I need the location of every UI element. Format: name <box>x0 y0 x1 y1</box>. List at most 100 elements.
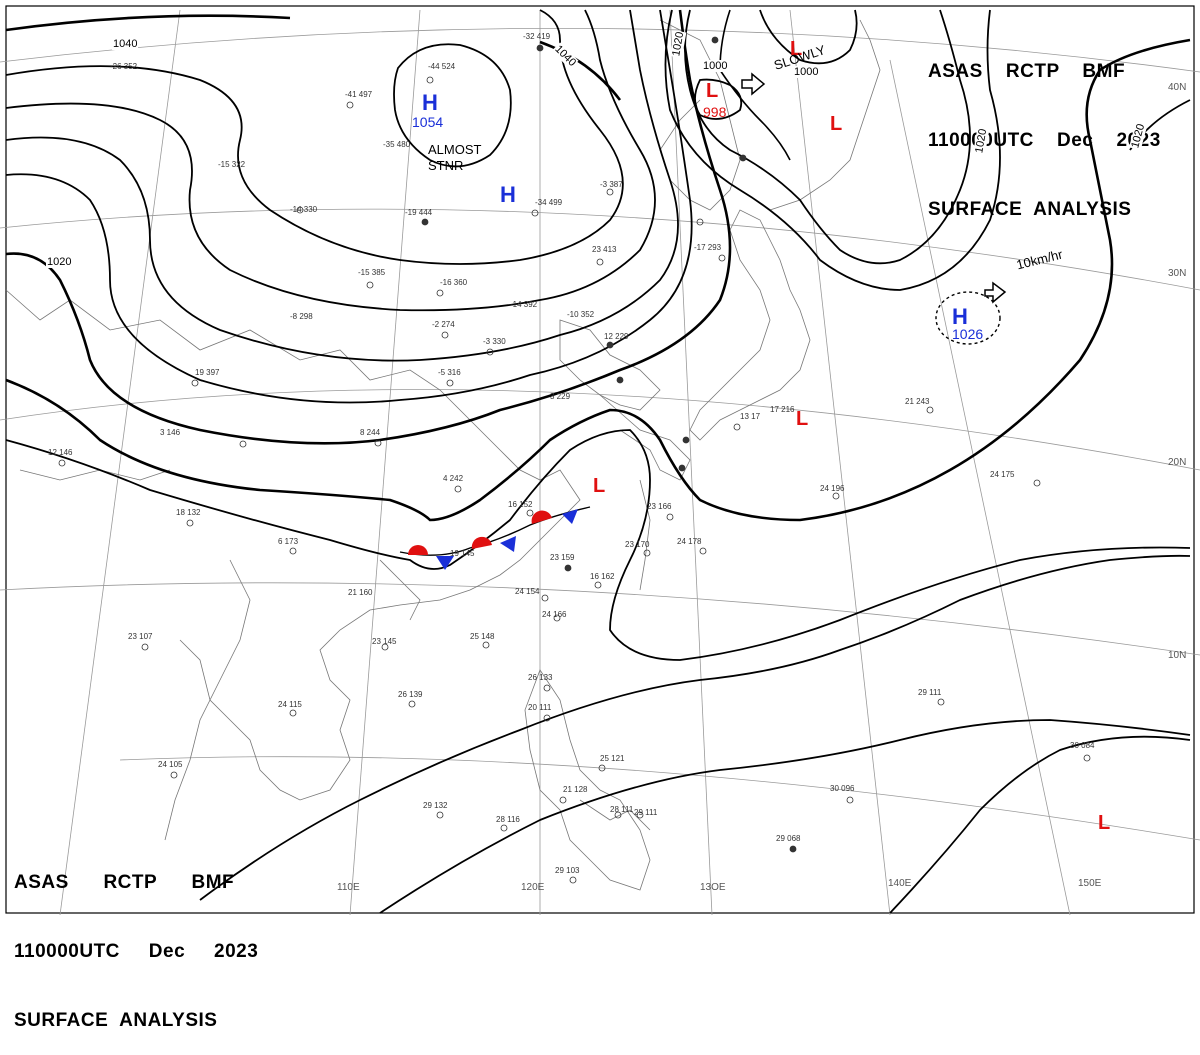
station-obs: 4 242 <box>443 474 464 483</box>
station-obs: -35 480 <box>383 140 411 149</box>
station-obs: -17 293 <box>694 243 722 252</box>
cold-front-triangle <box>500 536 516 552</box>
high-1054-value: 1054 <box>412 114 444 130</box>
motion-arrow-10kmhr <box>984 281 1007 304</box>
lat-label-10n: 10N <box>1168 650 1187 661</box>
station-obs: 29 132 <box>423 801 448 810</box>
almost-label: ALMOST <box>428 142 482 157</box>
cold-front-triangle <box>436 556 454 570</box>
footer-line-1: ASAS RCTP BMF <box>14 872 235 893</box>
station-obs: 21 128 <box>563 785 588 794</box>
station-obs: 18 132 <box>176 508 201 517</box>
lon-label-110e: 110E <box>337 882 360 893</box>
station-obs: -14 330 <box>290 205 318 214</box>
low-998-marker: L <box>706 80 719 102</box>
stnr-label: STNR <box>428 158 464 173</box>
isobars <box>5 9 1191 914</box>
station-obs: 24 154 <box>515 587 540 596</box>
station-obs: -15 322 <box>218 160 246 169</box>
station-obs: -41 497 <box>345 90 373 99</box>
station-obs: 30 084 <box>1070 741 1095 750</box>
station-obs: 30 096 <box>830 784 855 793</box>
station-obs: -2 274 <box>432 320 455 329</box>
high-mongolia-secondary-marker: H <box>500 182 516 207</box>
high-1026-marker: H <box>952 304 968 329</box>
low-sea-of-japan-marker: L <box>790 38 803 60</box>
station-obs: 12 229 <box>604 332 629 341</box>
motion-arrows <box>741 72 1007 304</box>
station-obs: -32 419 <box>523 32 551 41</box>
station-obs: 23 159 <box>550 553 575 562</box>
high-1054-marker: H <box>422 90 438 115</box>
map-border <box>5 5 1195 914</box>
station-obs: 25 121 <box>600 754 625 763</box>
station-obs: -3 387 <box>600 180 623 189</box>
station-obs: 24 178 <box>677 537 702 546</box>
low-998-value: 998 <box>703 104 727 120</box>
header-top-right: ASAS RCTP BMF 110000UTC Dec 2023 SURFACE… <box>928 14 1161 244</box>
lat-label-20n: 20N <box>1168 457 1187 468</box>
station-obs: 23 170 <box>625 540 650 549</box>
coastlines <box>5 19 881 891</box>
warm-front-bump <box>471 536 492 549</box>
isobar-label-1020-west: 1020 <box>46 256 73 268</box>
lon-label-120e: 120E <box>521 882 545 893</box>
header-line-2: 110000UTC Dec 2023 <box>928 130 1161 151</box>
isobar-label-1000-west: 1000 <box>702 60 729 72</box>
low-japan-south-marker: L <box>796 408 809 430</box>
station-symbols <box>58 36 1091 884</box>
lat-label-30n: 30N <box>1168 268 1187 279</box>
station-obs: -10 352 <box>567 310 595 319</box>
station-obs: 29 068 <box>776 834 801 843</box>
station-obs: 23 145 <box>372 637 397 646</box>
footer-line-3: SURFACE ANALYSIS <box>14 1010 218 1031</box>
station-obs: 23 413 <box>592 245 617 254</box>
station-obs: -16 360 <box>440 278 468 287</box>
station-obs: 29 111 <box>918 688 942 697</box>
station-obs: -19 444 <box>405 208 433 217</box>
station-obs: 26 133 <box>528 673 553 682</box>
station-obs: -14 392 <box>510 300 538 309</box>
warm-front-bump <box>531 510 552 524</box>
station-obs: 24 196 <box>820 484 845 493</box>
station-obs: 28 116 <box>496 815 520 824</box>
surface-analysis-map <box>0 5 1200 916</box>
header-line-1: ASAS RCTP BMF <box>928 61 1126 82</box>
header-bottom-left: ASAS RCTP BMF 110000UTC Dec 2023 SURFACE… <box>14 825 258 1055</box>
stationary-front <box>399 506 591 570</box>
header-line-3: SURFACE ANALYSIS <box>928 199 1132 220</box>
low-pacific-south-marker: L <box>1098 812 1111 834</box>
cold-front-triangle <box>562 509 578 524</box>
station-obs: 8 244 <box>360 428 381 437</box>
station-obs: 3 229 <box>550 392 571 401</box>
station-obs: 12 146 <box>48 448 73 457</box>
station-obs: -44 524 <box>428 62 456 71</box>
station-obs: 23 107 <box>128 632 153 641</box>
station-obs: 6 173 <box>278 537 299 546</box>
station-obs: -26 352 <box>110 62 138 71</box>
station-obs: 24 175 <box>990 470 1015 479</box>
low-east-china-sea-marker: L <box>593 475 606 497</box>
motion-arrow-slowly <box>741 72 766 96</box>
lat-label-40n: 40N <box>1168 82 1187 93</box>
isobar-label-1000-east: 1000 <box>793 66 820 78</box>
lon-label-130e: 13OE <box>700 882 726 893</box>
station-obs: 21 243 <box>905 397 930 406</box>
longitude-lines <box>59 9 1071 916</box>
station-obs: 28 111 <box>610 805 634 814</box>
footer-line-2: 110000UTC Dec 2023 <box>14 941 259 962</box>
station-obs: 16 162 <box>590 572 615 581</box>
station-obs: 29 103 <box>555 866 580 875</box>
station-obs: -5 316 <box>438 368 461 377</box>
high-1026-dashed-isobar <box>935 291 1001 345</box>
station-obs: -8 298 <box>290 312 313 321</box>
station-obs: 24 105 <box>158 760 183 769</box>
station-obs: 13 17 <box>740 412 761 421</box>
station-obs: 19 397 <box>195 368 220 377</box>
station-obs: 21 160 <box>348 588 373 597</box>
station-obs: 16 152 <box>508 500 533 509</box>
isobar-label-1040-west: 1040 <box>112 38 139 50</box>
high-1026-value: 1026 <box>952 326 984 342</box>
station-obs: 3 146 <box>160 428 181 437</box>
lon-label-150e: 150E <box>1078 878 1102 889</box>
